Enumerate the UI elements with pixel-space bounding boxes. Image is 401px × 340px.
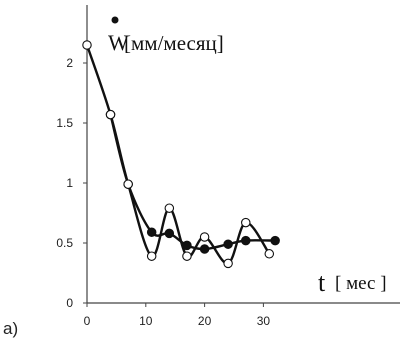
- x-tick-label: 0: [84, 314, 91, 328]
- series-2-curve: [109, 114, 276, 251]
- y-tick-label: 1: [66, 176, 73, 190]
- open-data-point: [164, 203, 175, 213]
- open-data-point: [82, 40, 92, 50]
- x-tick-label: 30: [257, 314, 271, 328]
- open-data-point: [223, 258, 233, 269]
- open-data-point: [105, 109, 116, 120]
- filled-data-point: [164, 228, 175, 239]
- filled-data-point: [270, 235, 280, 246]
- y-tick-label: 0.5: [56, 236, 73, 250]
- open-data-point: [241, 217, 251, 228]
- filled-data-point: [199, 244, 210, 254]
- panel-label: a): [3, 319, 18, 338]
- x-tick-label: 20: [198, 314, 212, 328]
- y-tick-label: 0: [66, 296, 73, 310]
- filled-data-point: [223, 239, 233, 249]
- w-dot: [111, 16, 119, 24]
- y-axis-unit: [мм/месяц]: [124, 31, 224, 55]
- x-tick-label: 10: [139, 314, 153, 328]
- filled-data-point: [182, 240, 192, 251]
- open-data-point: [123, 179, 133, 189]
- y-tick-label: 1.5: [56, 116, 73, 130]
- x-axis-symbol: t: [318, 268, 326, 297]
- open-data-point: [264, 249, 275, 259]
- open-data-point: [199, 232, 210, 242]
- y-axis-symbol: W: [108, 30, 129, 55]
- x-axis-unit: [ мес ]: [335, 273, 387, 294]
- open-data-point: [182, 251, 192, 261]
- filled-data-point: [146, 227, 157, 237]
- open-data-point: [146, 251, 157, 261]
- series-1-curve: [85, 44, 271, 265]
- filled-data-point: [241, 235, 251, 246]
- y-tick-label: 2: [66, 56, 73, 70]
